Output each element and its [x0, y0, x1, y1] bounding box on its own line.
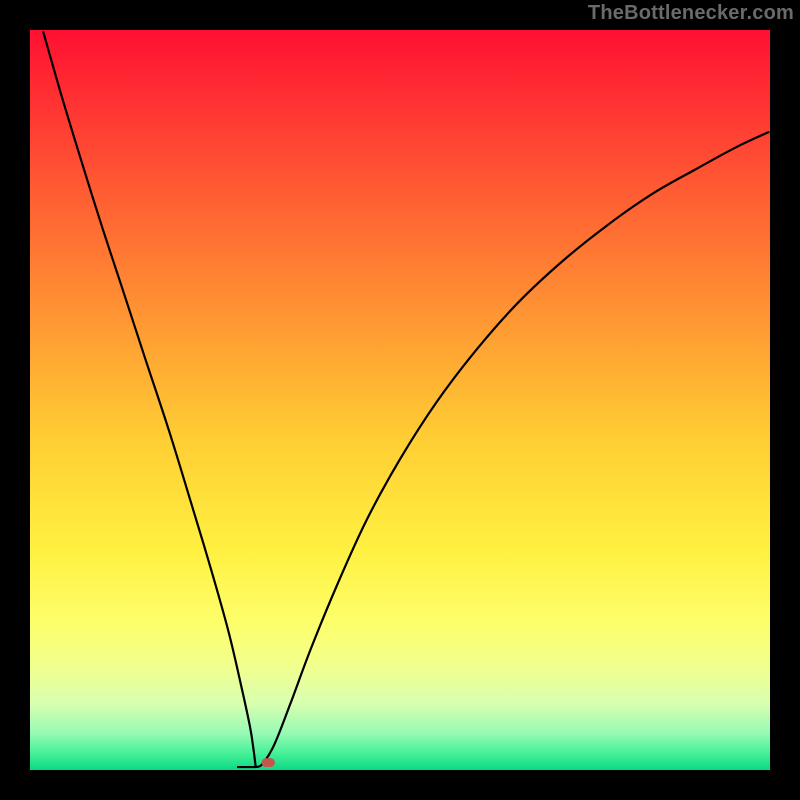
plot-background [30, 30, 770, 770]
chart-container: TheBottlenecker.com [0, 0, 800, 800]
bottleneck-chart-svg [0, 0, 800, 800]
optimum-marker [262, 758, 275, 767]
watermark-text: TheBottlenecker.com [588, 2, 794, 25]
